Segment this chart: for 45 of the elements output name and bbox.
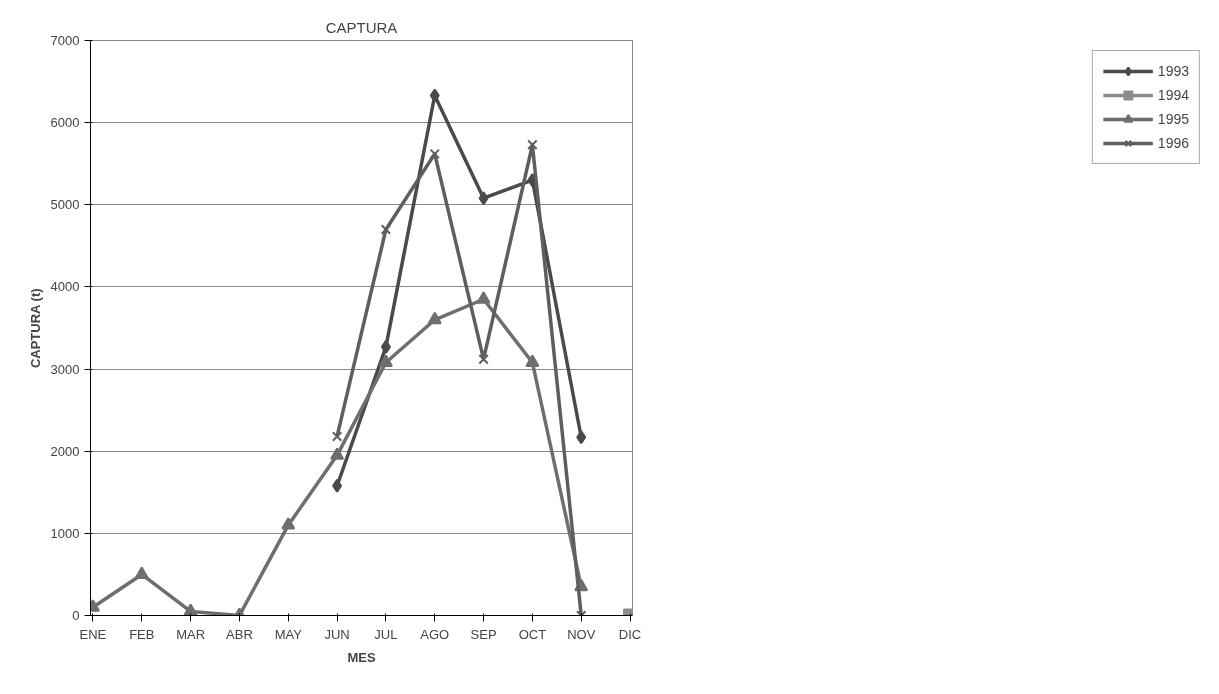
x-tick-label: JUL bbox=[374, 626, 398, 642]
point bbox=[380, 339, 391, 354]
y-tick-label: 0 bbox=[72, 608, 80, 623]
point bbox=[380, 224, 392, 235]
point bbox=[134, 566, 149, 579]
point bbox=[429, 88, 440, 103]
x-tick-label: SEP bbox=[470, 626, 497, 642]
y-tick-label: 5000 bbox=[50, 197, 80, 213]
point bbox=[332, 478, 343, 493]
point bbox=[478, 191, 489, 206]
point bbox=[331, 431, 343, 442]
point bbox=[576, 430, 587, 445]
y-axis-title: CAPTURA (t) bbox=[27, 288, 43, 369]
point bbox=[525, 354, 540, 367]
x-axis-title: MES bbox=[347, 649, 376, 665]
point bbox=[429, 148, 440, 160]
y-tick-label: 1000 bbox=[50, 525, 80, 541]
point bbox=[427, 311, 442, 325]
x-tick-label: ENE bbox=[79, 626, 107, 642]
point bbox=[478, 353, 489, 365]
x-tick-label: JUN bbox=[324, 626, 350, 642]
point bbox=[330, 447, 345, 460]
y-tick-label: 4000 bbox=[50, 279, 80, 295]
point bbox=[378, 354, 393, 367]
legend-label: 1993 bbox=[1157, 63, 1189, 79]
y-tick-label: 6000 bbox=[50, 115, 80, 131]
x-tick-label: FEB bbox=[129, 626, 155, 642]
x-tick-label: MAR bbox=[176, 626, 206, 642]
chart-title: CAPTURA bbox=[325, 18, 398, 36]
point bbox=[527, 139, 538, 151]
y-tick-label: 2000 bbox=[50, 443, 80, 459]
legend-label: 1995 bbox=[1157, 111, 1189, 127]
x-tick-label: MAY bbox=[274, 626, 303, 642]
point bbox=[476, 291, 491, 304]
legend-label: 1994 bbox=[1157, 87, 1189, 103]
legend-label: 1996 bbox=[1157, 135, 1189, 151]
point bbox=[281, 517, 296, 530]
x-tick-label: NOV bbox=[567, 626, 596, 642]
x-tick-label: DIC bbox=[618, 626, 642, 642]
point bbox=[183, 603, 198, 616]
x-tick-label: ABR bbox=[226, 626, 253, 642]
x-tick-label: AGO bbox=[420, 626, 450, 642]
y-tick-label: 3000 bbox=[50, 361, 80, 377]
x-tick-label: OCT bbox=[518, 626, 547, 642]
y-tick-label: 7000 bbox=[50, 33, 80, 48]
